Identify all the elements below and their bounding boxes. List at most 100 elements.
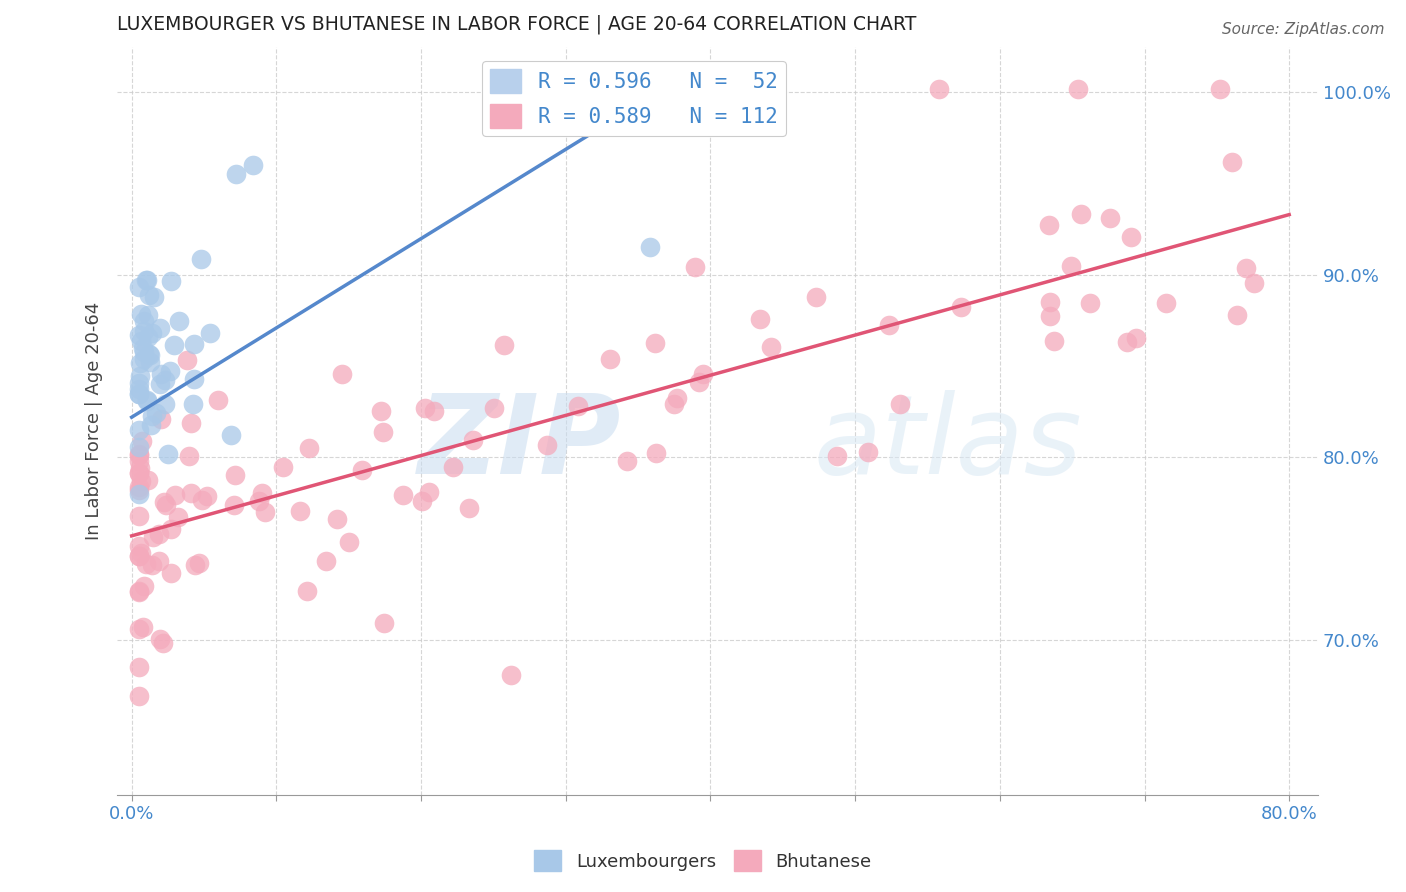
Point bbox=[179, 449, 201, 463]
Point bbox=[145, 406, 167, 420]
Point bbox=[138, 288, 160, 302]
Point bbox=[889, 397, 911, 411]
Point bbox=[128, 448, 150, 462]
Point bbox=[644, 336, 666, 351]
Point bbox=[135, 272, 157, 286]
Point bbox=[128, 483, 150, 497]
Point bbox=[136, 309, 159, 323]
Point bbox=[129, 368, 152, 383]
Point bbox=[1119, 230, 1142, 244]
Point bbox=[128, 660, 150, 674]
Point bbox=[180, 416, 202, 430]
Point bbox=[856, 445, 879, 459]
Point bbox=[1243, 276, 1265, 290]
Point bbox=[128, 583, 150, 598]
Point bbox=[337, 535, 360, 549]
Point bbox=[1226, 309, 1249, 323]
Point bbox=[247, 494, 270, 508]
Point bbox=[148, 527, 170, 541]
Point bbox=[1116, 335, 1139, 350]
Point bbox=[242, 158, 264, 172]
Point bbox=[166, 510, 188, 524]
Point bbox=[149, 632, 172, 646]
Point bbox=[1078, 296, 1101, 310]
Point bbox=[373, 425, 395, 439]
Point bbox=[411, 494, 433, 508]
Point bbox=[153, 373, 176, 387]
Point bbox=[804, 290, 827, 304]
Point bbox=[131, 334, 153, 348]
Point bbox=[129, 474, 152, 488]
Point bbox=[373, 616, 395, 631]
Point bbox=[135, 557, 157, 571]
Point bbox=[132, 620, 155, 634]
Point bbox=[141, 558, 163, 572]
Point bbox=[136, 330, 159, 344]
Point bbox=[458, 500, 481, 515]
Point bbox=[370, 404, 392, 418]
Point bbox=[128, 356, 150, 370]
Point bbox=[142, 290, 165, 304]
Point bbox=[159, 364, 181, 378]
Point bbox=[132, 352, 155, 367]
Point bbox=[128, 327, 150, 342]
Point bbox=[190, 252, 212, 267]
Point bbox=[567, 399, 589, 413]
Point bbox=[422, 403, 444, 417]
Point bbox=[128, 387, 150, 401]
Point bbox=[128, 549, 150, 564]
Point bbox=[877, 318, 900, 332]
Point bbox=[129, 307, 152, 321]
Point bbox=[167, 313, 190, 327]
Point bbox=[128, 466, 150, 480]
Point bbox=[288, 504, 311, 518]
Point bbox=[295, 584, 318, 599]
Point bbox=[1209, 81, 1232, 95]
Point bbox=[254, 505, 277, 519]
Point bbox=[616, 453, 638, 467]
Legend: Luxembourgers, Bhutanese: Luxembourgers, Bhutanese bbox=[527, 843, 879, 879]
Point bbox=[180, 486, 202, 500]
Point bbox=[330, 367, 353, 381]
Point bbox=[222, 498, 245, 512]
Point bbox=[128, 423, 150, 437]
Point bbox=[499, 668, 522, 682]
Point bbox=[128, 280, 150, 294]
Point bbox=[128, 480, 150, 494]
Text: ZIP: ZIP bbox=[418, 390, 621, 497]
Point bbox=[665, 391, 688, 405]
Point bbox=[219, 428, 242, 442]
Point bbox=[183, 337, 205, 351]
Point bbox=[1039, 295, 1062, 310]
Point bbox=[1236, 260, 1258, 275]
Point bbox=[156, 447, 179, 461]
Point bbox=[350, 463, 373, 477]
Point bbox=[160, 274, 183, 288]
Point bbox=[315, 554, 337, 568]
Point bbox=[138, 355, 160, 369]
Point bbox=[225, 168, 247, 182]
Point bbox=[149, 321, 172, 335]
Point bbox=[159, 566, 181, 580]
Point bbox=[461, 433, 484, 447]
Point bbox=[761, 340, 783, 354]
Point bbox=[599, 351, 621, 366]
Legend: R = 0.596   N =  52, R = 0.589   N = 112: R = 0.596 N = 52, R = 0.589 N = 112 bbox=[482, 61, 786, 136]
Point bbox=[484, 401, 506, 416]
Point bbox=[188, 557, 211, 571]
Point bbox=[1099, 211, 1122, 225]
Point bbox=[749, 312, 772, 326]
Point bbox=[132, 314, 155, 328]
Point bbox=[128, 549, 150, 564]
Point bbox=[153, 397, 176, 411]
Point bbox=[692, 367, 714, 381]
Point bbox=[128, 508, 150, 523]
Point bbox=[163, 488, 186, 502]
Point bbox=[688, 375, 710, 389]
Point bbox=[142, 530, 165, 544]
Point bbox=[184, 558, 207, 572]
Point bbox=[129, 546, 152, 560]
Point bbox=[128, 454, 150, 468]
Point bbox=[139, 348, 162, 362]
Point bbox=[138, 347, 160, 361]
